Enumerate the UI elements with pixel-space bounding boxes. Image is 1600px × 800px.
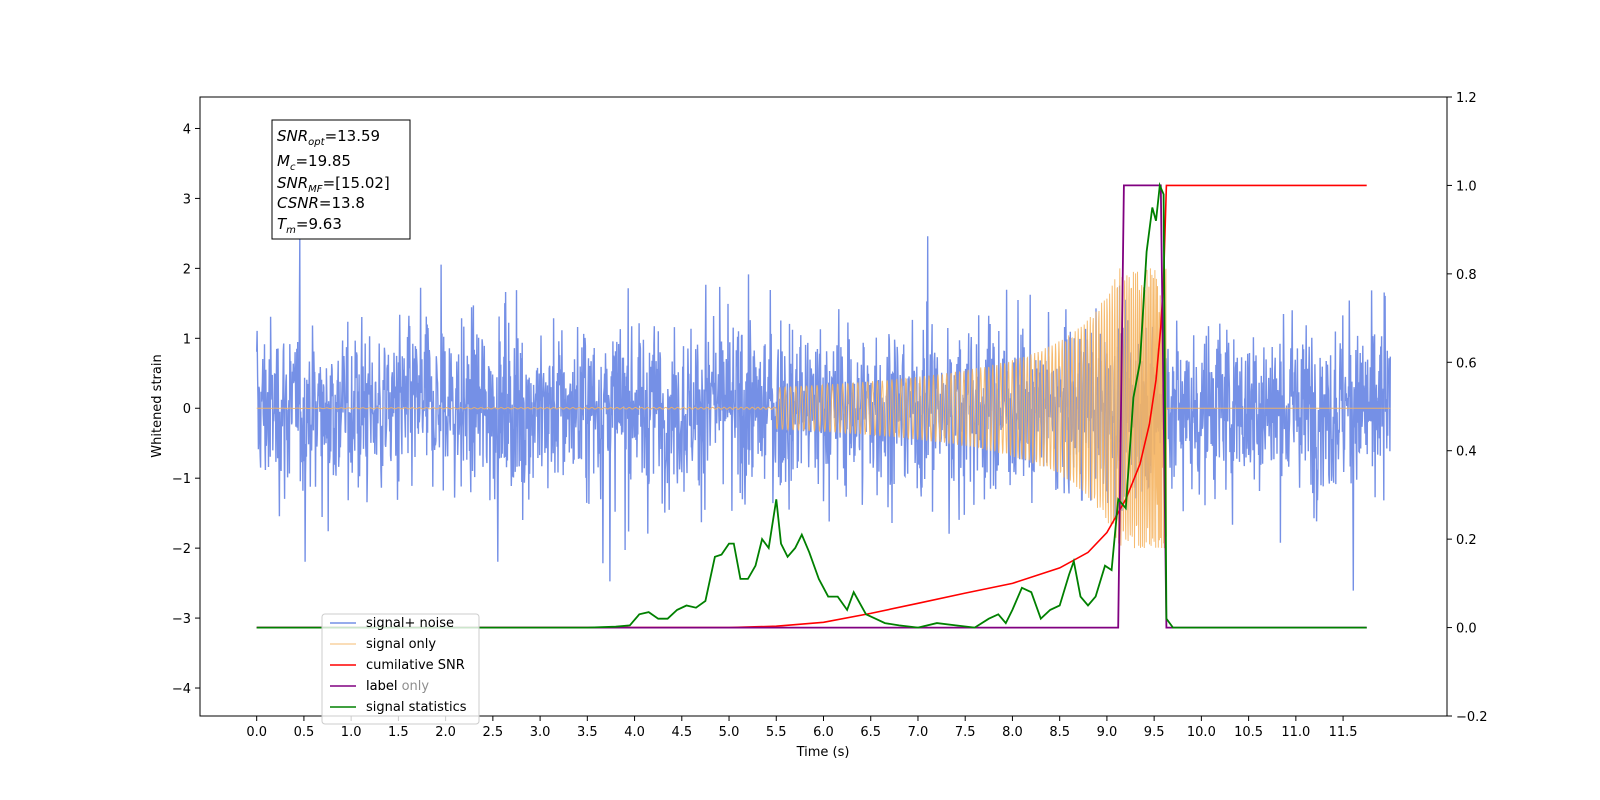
x-tick-label: 5.5: [766, 725, 787, 740]
stat-tm: Tm=9.63: [277, 215, 342, 236]
series-signal-plus-noise: [256, 236, 1391, 591]
x-tick-label: 2.5: [483, 725, 504, 740]
legend-label: signal only: [366, 637, 436, 652]
y2-tick-label: 0.4: [1456, 445, 1477, 460]
x-tick-label: 4.0: [624, 725, 645, 740]
y-axis-left: 4 3 2 1 0 −1 −2 −3 −4: [172, 122, 200, 697]
y-tick-label: −4: [172, 682, 191, 697]
x-axis: 0.0 0.5 1.0 1.5 2.0 2.5 3.0 3.5 4.0 4.5 5.0 5.5 6.0 6…: [246, 716, 1358, 740]
y2-tick-label: 1.0: [1456, 179, 1477, 194]
x-tick-label: 11.0: [1281, 725, 1310, 740]
y-axis-right: 1.2 1.0 0.8 0.6 0.4 0.2 0.0 −0.2: [1447, 91, 1488, 725]
x-tick-label: 9.0: [1097, 725, 1118, 740]
stat-tm-value: =9.63: [296, 215, 342, 233]
y-tick-label: 4: [183, 122, 191, 137]
y-tick-label: −3: [172, 612, 191, 627]
x-tick-label: 1.5: [388, 725, 409, 740]
x-tick-label: 6.0: [813, 725, 834, 740]
x-tick-label: 1.0: [341, 725, 362, 740]
legend-label: cumilative SNR: [366, 658, 465, 673]
x-tick-label: 5.0: [719, 725, 740, 740]
y-tick-label: 0: [183, 402, 191, 417]
y-tick-label: 1: [183, 332, 191, 347]
x-tick-label: 0.5: [294, 725, 315, 740]
legend: signal+ noise signal only cumilative SNR la…: [321, 613, 480, 725]
stats-box-frame: [271, 119, 411, 240]
y2-tick-label: 0.8: [1456, 268, 1477, 283]
x-tick-label: 6.5: [860, 725, 881, 740]
x-tick-label: 11.5: [1329, 725, 1358, 740]
legend-label: signal statistics: [366, 700, 467, 715]
x-tick-label: 0.0: [246, 725, 267, 740]
legend-label: label: [366, 679, 397, 694]
stat-snr-mf: SNRMF=[15.02]: [277, 174, 390, 195]
y2-tick-label: 1.2: [1456, 91, 1477, 106]
y2-tick-label: 0.6: [1456, 356, 1477, 371]
plot-area: [256, 181, 1391, 629]
legend-label: label only: [366, 679, 429, 694]
series-cumulative-snr: [256, 184, 1367, 629]
stat-csnr: CSNR=13.8: [277, 194, 365, 212]
x-tick-label: 3.5: [577, 725, 598, 740]
y-tick-label: −2: [172, 542, 191, 557]
stat-csnr-value: =13.8: [319, 194, 365, 212]
stat-snr-opt: SNRopt=13.59: [277, 127, 380, 148]
series-signal-statistics: [256, 181, 1367, 629]
series-signal-only: [256, 268, 1391, 549]
legend-label: signal+ noise: [366, 616, 454, 631]
x-tick-label: 8.5: [1049, 725, 1070, 740]
x-tick-label: 7.5: [955, 725, 976, 740]
stats-box: SNRopt=13.59 Mc=19.85 SNRMF=[15.02] CSNR…: [271, 119, 411, 240]
legend-frame: [321, 613, 480, 725]
stat-mc: Mc=19.85: [277, 152, 351, 173]
x-tick-label: 3.0: [530, 725, 551, 740]
x-tick-label: 10.5: [1234, 725, 1263, 740]
x-tick-label: 9.5: [1144, 725, 1165, 740]
y-tick-label: 3: [183, 192, 191, 207]
x-tick-label: 10.0: [1187, 725, 1216, 740]
y-tick-label: 2: [183, 262, 191, 277]
y2-tick-label: 0.0: [1456, 622, 1477, 637]
stat-snr-opt-value: =13.59: [325, 127, 381, 145]
y2-tick-label: −0.2: [1456, 710, 1488, 725]
y-axis-label: Whitened strain: [150, 354, 165, 457]
stat-mc-value: =19.85: [295, 152, 351, 170]
x-tick-label: 7.0: [908, 725, 929, 740]
stat-snr-mf-value: =[15.02]: [323, 174, 390, 192]
x-tick-label: 8.0: [1002, 725, 1023, 740]
y2-tick-label: 0.2: [1456, 533, 1477, 548]
x-axis-label: Time (s): [796, 745, 850, 760]
x-tick-label: 4.5: [671, 725, 692, 740]
y-tick-label: −1: [172, 472, 191, 487]
x-tick-label: 2.0: [435, 725, 456, 740]
